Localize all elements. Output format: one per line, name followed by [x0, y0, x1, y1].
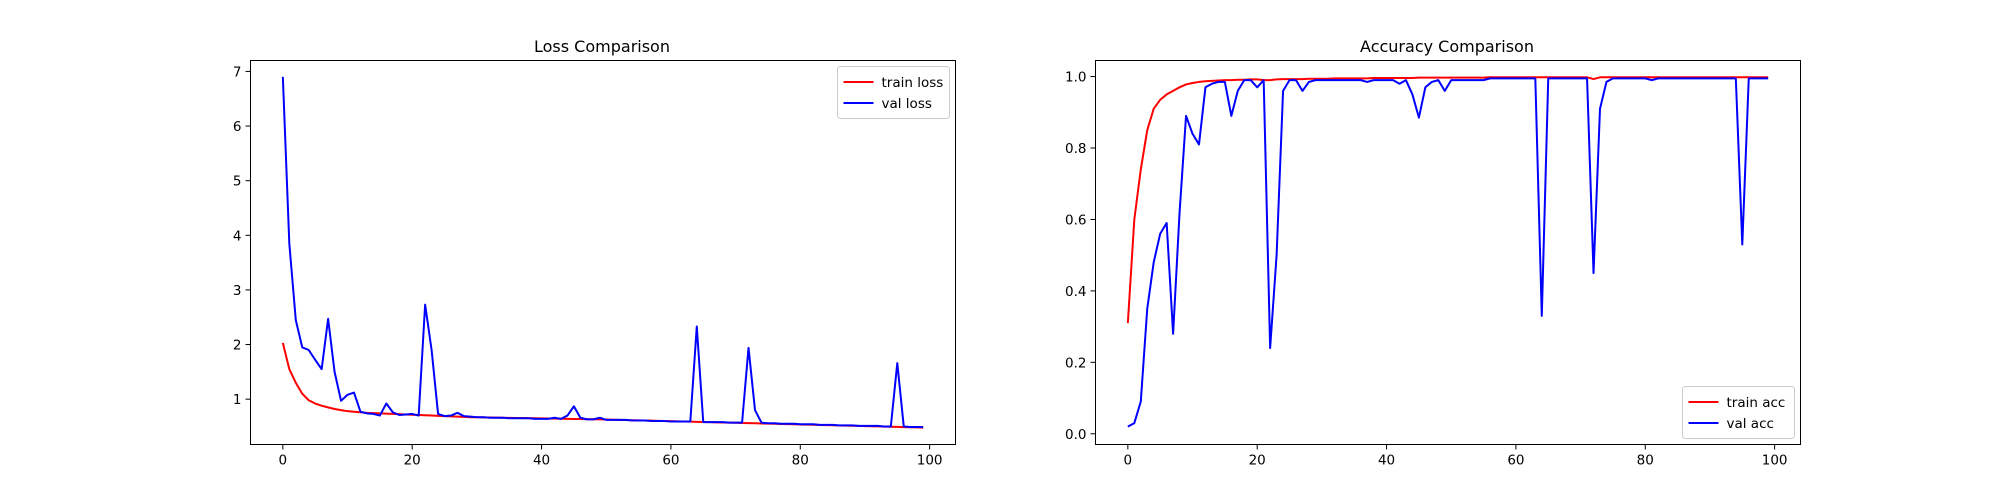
x-tick-label: 40 [533, 453, 550, 469]
series-line-train-acc [1126, 76, 1769, 324]
plot-area-frame [250, 60, 956, 445]
x-tick-label: 80 [792, 453, 809, 469]
y-tick-label: 0.2 [1065, 355, 1086, 371]
plot-lines [281, 76, 924, 429]
y-tick-label: 3 [233, 283, 242, 299]
x-axis: 0 20 40 60 80 100 [1124, 444, 1788, 469]
y-tick-label: 7 [233, 64, 242, 80]
plot-lines [1126, 76, 1769, 428]
y-axis: 0.0 0.2 0.4 0.6 0.8 1.0 [1065, 70, 1096, 443]
x-tick-label: 40 [1378, 453, 1395, 469]
chart-title: Accuracy Comparison [1360, 37, 1534, 56]
legend-frame [1682, 386, 1795, 439]
y-tick-label: 0.0 [1065, 427, 1086, 443]
y-tick-label: 5 [233, 174, 242, 190]
y-tick-label: 0.8 [1065, 141, 1086, 157]
accuracy-chart: Accuracy Comparison 0 20 40 60 80 100 0.00.20… [1065, 37, 1801, 469]
legend: train loss val loss [837, 66, 950, 119]
series-line-val-acc [1127, 77, 1769, 428]
x-tick-label: 80 [1637, 453, 1654, 469]
x-tick-label: 0 [1124, 453, 1133, 469]
x-tick-label: 60 [1507, 453, 1524, 469]
loss-chart: Loss Comparison 0 20 40 60 80 100 1 2 3 4 5 6 7 tra… [233, 37, 956, 469]
legend-label: val acc [1727, 416, 1774, 432]
legend-label: train acc [1727, 395, 1786, 411]
x-tick-label: 0 [279, 453, 288, 469]
y-tick-label: 2 [233, 338, 242, 354]
chart-title: Loss Comparison [534, 37, 670, 56]
x-tick-label: 100 [1762, 453, 1788, 469]
legend-label: train loss [882, 75, 944, 91]
legend-label: val loss [882, 96, 932, 112]
legend: train acc val acc [1682, 386, 1795, 439]
y-tick-label: 6 [233, 119, 242, 135]
x-tick-label: 20 [1249, 453, 1266, 469]
x-axis: 0 20 40 60 80 100 [279, 444, 943, 469]
x-tick-label: 100 [917, 453, 943, 469]
y-tick-label: 1 [233, 392, 242, 408]
y-tick-label: 0.4 [1065, 284, 1086, 300]
x-tick-label: 20 [404, 453, 421, 469]
y-axis: 1 2 3 4 5 6 7 [233, 64, 251, 408]
y-tick-label: 1.0 [1065, 70, 1086, 86]
legend-frame [837, 66, 950, 119]
y-tick-label: 4 [233, 228, 242, 244]
y-tick-label: 0.6 [1065, 212, 1086, 228]
plot-area-frame [1095, 60, 1801, 445]
x-tick-label: 60 [662, 453, 679, 469]
series-line-val-loss [281, 76, 924, 429]
